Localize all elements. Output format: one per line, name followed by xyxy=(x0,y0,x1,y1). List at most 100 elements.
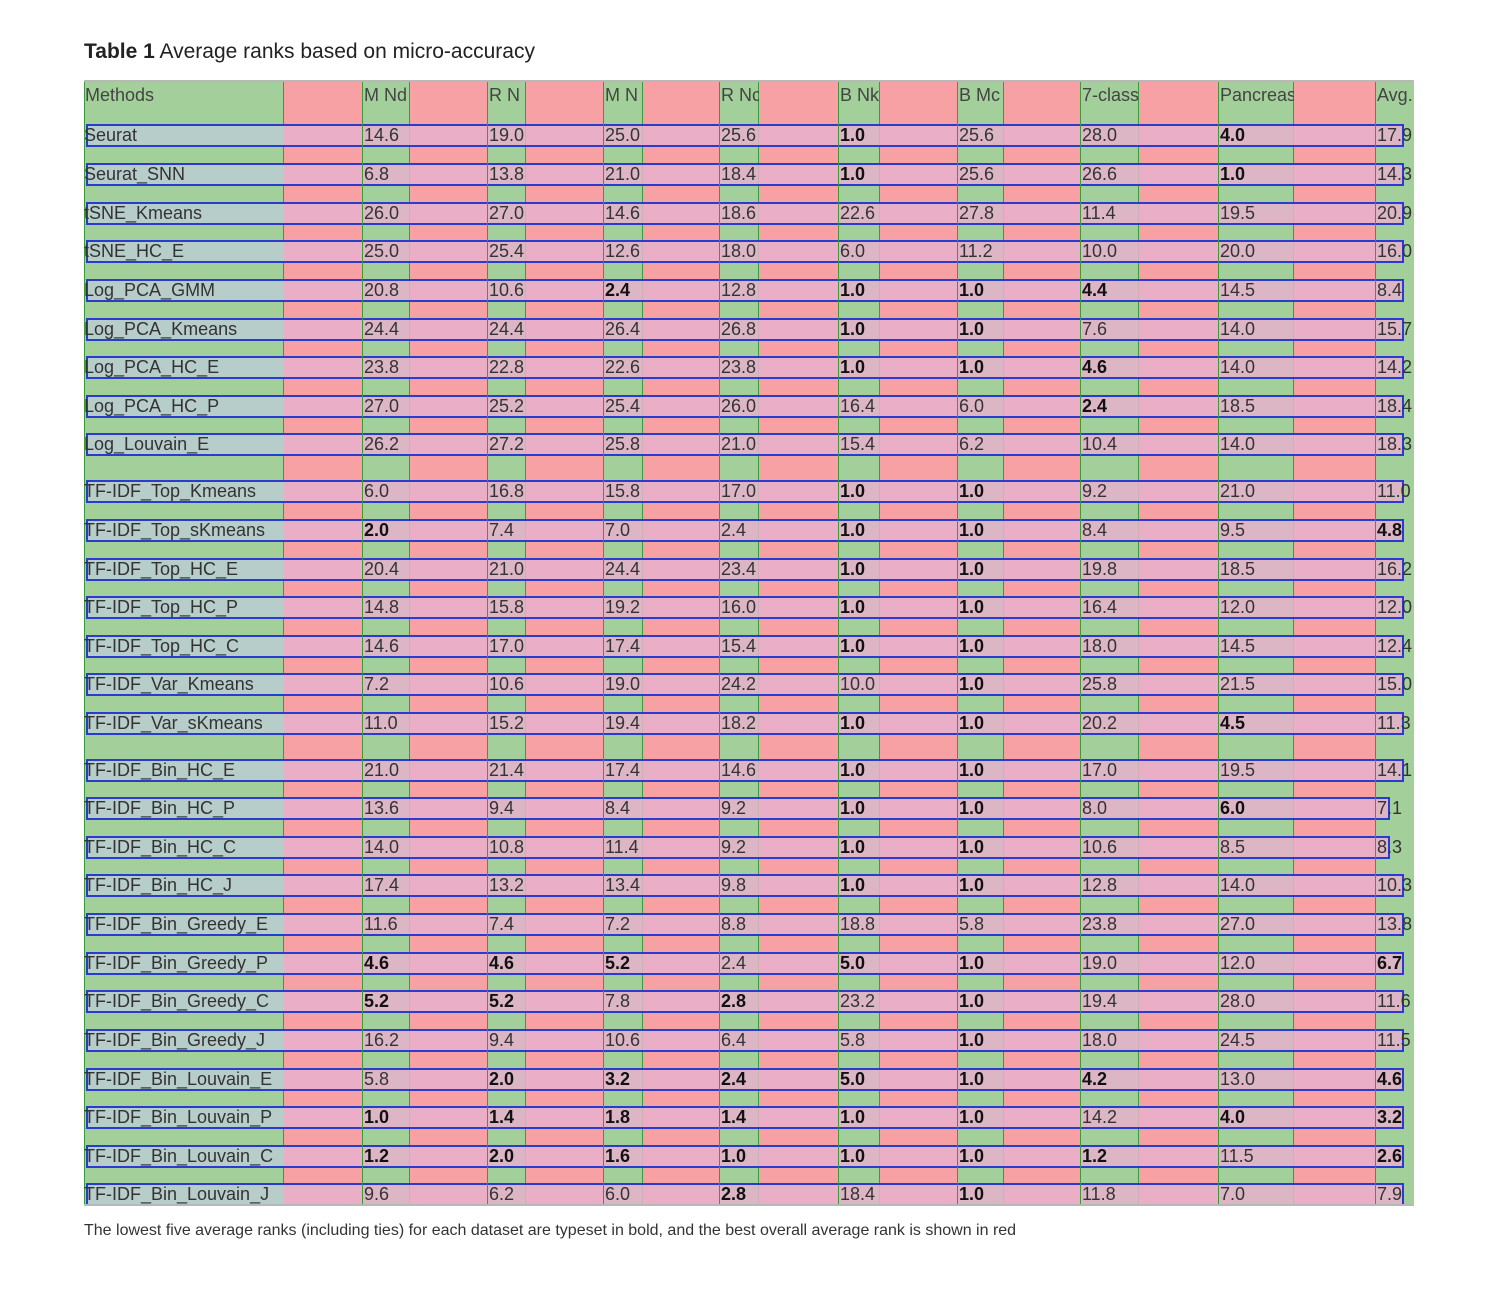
rank-value: 25.4 xyxy=(603,395,643,418)
rank-value: 6.4 xyxy=(719,1029,759,1052)
table-row xyxy=(86,836,1390,859)
method-name: TF-IDF_Top_HC_P xyxy=(84,597,239,617)
method-name: TF-IDF_Top_HC_C xyxy=(84,636,240,656)
rank-value: 15.4 xyxy=(838,433,880,456)
rank-value: 1.4 xyxy=(487,1106,526,1129)
rank-value: 4.5 xyxy=(1218,712,1294,735)
rank-value: 26.6 xyxy=(1080,163,1139,186)
rank-value: 6.0 xyxy=(838,240,880,263)
rank-value: 25.8 xyxy=(603,433,643,456)
rank-value: 27.0 xyxy=(1218,913,1294,936)
method-cell-bg xyxy=(88,876,284,895)
column-header: B Nk xyxy=(838,82,880,108)
rank-value: 14.0 xyxy=(362,836,410,859)
rank-value: 27.2 xyxy=(487,433,525,456)
column-header: 7-class xyxy=(1080,82,1139,108)
rank-value: 25.0 xyxy=(603,124,643,147)
method-name: TF-IDF_Bin_Greedy_J xyxy=(84,1030,266,1050)
table-row xyxy=(86,1106,1404,1129)
rank-value: 3.2 xyxy=(1375,1106,1414,1129)
rank-value: 7.4 xyxy=(487,913,526,936)
rank-value: 22.6 xyxy=(603,356,643,379)
rank-value: 9.5 xyxy=(1218,519,1294,542)
rank-value: 18.5 xyxy=(1218,395,1294,418)
rank-value: 7.0 xyxy=(1218,1183,1294,1204)
rank-value: 14.0 xyxy=(1218,318,1294,341)
rank-value: 26.0 xyxy=(362,202,410,225)
rank-value: 7.0 xyxy=(603,519,643,542)
rank-value: 1.0 xyxy=(957,1106,1004,1129)
method-name: TF-IDF_Var_Kmeans xyxy=(84,674,254,694)
rank-value: 22.6 xyxy=(838,202,880,225)
rank-value: 10.6 xyxy=(1080,836,1139,859)
rank-value: 21.0 xyxy=(719,433,759,456)
rank-value: 16.2 xyxy=(1375,558,1414,581)
rank-value: 7.8 xyxy=(603,990,643,1013)
column-header: Pancreas xyxy=(1218,82,1294,108)
rank-value: 10.0 xyxy=(1080,240,1139,263)
method-name: TF-IDF_Bin_Greedy_E xyxy=(84,914,269,934)
rank-value: 14.6 xyxy=(719,759,759,782)
rank-value: 15.8 xyxy=(487,596,525,619)
method-name: Log_PCA_HC_P xyxy=(84,396,220,416)
table-row xyxy=(86,952,1404,975)
rank-value: 1.0 xyxy=(957,519,1004,542)
rank-value: 17.4 xyxy=(603,635,643,658)
rank-value: 1.0 xyxy=(838,519,880,542)
rank-value: 4.0 xyxy=(1218,124,1294,147)
rank-value: 12.0 xyxy=(1375,596,1414,619)
method-name: TF-IDF_Bin_HC_J xyxy=(84,875,233,895)
rank-value: 27.8 xyxy=(957,202,1004,225)
method-cell-bg xyxy=(88,637,284,656)
rank-value: 18.5 xyxy=(1218,558,1294,581)
rank-value: 4.0 xyxy=(1218,1106,1294,1129)
rank-value: 6.8 xyxy=(362,163,410,186)
rank-value: 1.0 xyxy=(719,1145,759,1168)
rank-value: 11.2 xyxy=(957,240,1004,263)
rank-value: 1.0 xyxy=(957,558,1004,581)
method-cell-bg xyxy=(88,358,284,377)
method-cell-bg xyxy=(88,714,284,733)
rank-value: 16.8 xyxy=(487,480,525,503)
rank-value: 1.0 xyxy=(957,480,1004,503)
method-cell-bg xyxy=(88,598,284,617)
rank-value: 11.8 xyxy=(1080,1183,1139,1204)
rank-value: 2.4 xyxy=(1080,395,1139,418)
table-row xyxy=(86,797,1390,820)
rank-value: 10.6 xyxy=(487,673,525,696)
table-row xyxy=(86,712,1404,735)
column-header: M N xyxy=(603,82,643,108)
rank-value: 1.6 xyxy=(603,1145,643,1168)
table-row xyxy=(86,433,1404,456)
column-header: M Nd xyxy=(362,82,410,108)
rank-value: 7.1 xyxy=(1375,797,1414,820)
rank-value: 13.4 xyxy=(603,874,643,897)
rank-value: 10.6 xyxy=(603,1029,643,1052)
table-row xyxy=(86,913,1404,936)
rank-value: 1.0 xyxy=(838,712,880,735)
rank-value: 2.8 xyxy=(719,1183,759,1204)
rank-value: 1.0 xyxy=(957,635,1004,658)
rank-value: 1.0 xyxy=(957,836,1004,859)
rank-value: 28.0 xyxy=(1080,124,1139,147)
rank-value: 1.0 xyxy=(838,279,880,302)
method-cell-bg xyxy=(88,915,284,934)
column-header: R N xyxy=(487,82,526,108)
rank-value: 15.8 xyxy=(603,480,643,503)
rank-value: 16.0 xyxy=(1375,240,1414,263)
rank-value: 1.0 xyxy=(957,318,1004,341)
rank-value: 14.6 xyxy=(362,124,410,147)
rank-value: 9.4 xyxy=(487,1029,526,1052)
rank-value: 19.8 xyxy=(1080,558,1139,581)
rank-value: 17.0 xyxy=(719,480,759,503)
rank-value: 24.4 xyxy=(362,318,410,341)
rank-value: 14.8 xyxy=(362,596,410,619)
rank-value: 15.7 xyxy=(1375,318,1414,341)
rank-value: 20.8 xyxy=(362,279,410,302)
rank-value: 8.4 xyxy=(1080,519,1139,542)
rank-value: 23.2 xyxy=(838,990,880,1013)
table-row xyxy=(86,1183,1404,1204)
rank-value: 12.4 xyxy=(1375,635,1414,658)
rank-value: 17.9 xyxy=(1375,124,1414,147)
method-cell-bg xyxy=(88,1147,284,1166)
